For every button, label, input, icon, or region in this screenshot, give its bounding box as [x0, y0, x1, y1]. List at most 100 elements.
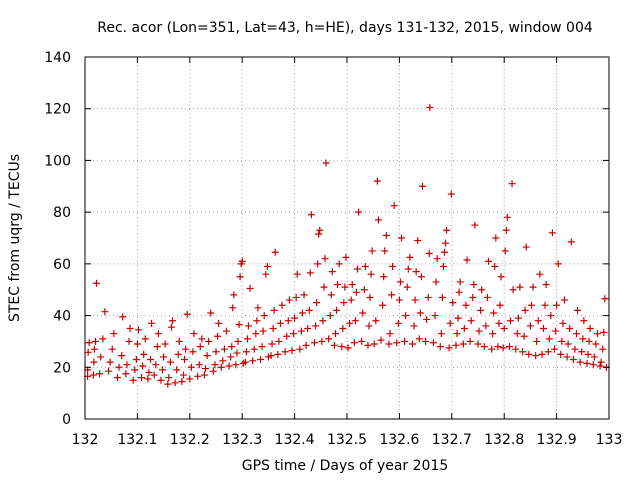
data-point	[548, 229, 556, 237]
data-point	[131, 366, 139, 374]
data-point	[225, 362, 233, 370]
data-point	[557, 350, 565, 358]
data-point	[394, 319, 402, 327]
data-point	[576, 358, 584, 366]
data-point	[335, 260, 343, 268]
data-point	[166, 358, 174, 366]
data-point	[243, 335, 251, 343]
data-point	[258, 343, 266, 351]
data-point	[330, 341, 338, 349]
data-point	[326, 312, 334, 320]
y-tick-label: 80	[53, 205, 71, 221]
data-point	[469, 293, 477, 301]
y-tick-label: 120	[44, 102, 71, 118]
data-point	[382, 231, 390, 239]
data-point	[360, 286, 368, 294]
data-point	[516, 283, 524, 291]
data-point	[497, 273, 505, 281]
data-point	[182, 345, 190, 353]
data-point	[260, 312, 268, 320]
data-point	[328, 268, 336, 276]
data-point	[437, 330, 445, 338]
data-point	[454, 314, 462, 322]
data-point	[85, 339, 93, 347]
data-point	[291, 314, 299, 322]
data-point	[466, 337, 474, 345]
data-point	[567, 238, 575, 246]
x-tick-label: 132	[72, 432, 99, 448]
data-point	[152, 361, 160, 369]
data-point	[355, 208, 363, 216]
data-point	[257, 356, 265, 364]
data-point	[165, 374, 173, 382]
data-point	[496, 301, 504, 309]
data-point	[436, 343, 444, 351]
data-point	[234, 337, 242, 345]
data-point	[263, 262, 271, 270]
chart-title: Rec. acor (Lon=351, Lat=43, h=HE), days …	[97, 20, 593, 36]
data-point	[319, 317, 327, 325]
data-point	[390, 202, 398, 210]
data-point	[227, 353, 235, 361]
data-point	[271, 248, 279, 256]
data-point	[292, 293, 300, 301]
data-point	[471, 221, 479, 229]
data-point	[359, 309, 367, 317]
data-point	[148, 319, 156, 327]
data-point	[364, 341, 372, 349]
data-point	[236, 273, 244, 281]
data-point	[108, 345, 116, 353]
data-point	[164, 380, 172, 388]
data-point	[217, 363, 225, 371]
data-point	[580, 317, 588, 325]
data-point	[219, 357, 227, 365]
data-point	[381, 247, 389, 255]
data-point	[132, 356, 140, 364]
data-point	[316, 226, 324, 234]
data-point	[195, 361, 203, 369]
data-point	[500, 325, 508, 332]
data-point	[415, 335, 423, 343]
data-point	[538, 350, 546, 358]
data-point	[442, 239, 450, 247]
data-point	[105, 367, 113, 375]
data-point	[196, 343, 204, 351]
data-point	[425, 250, 433, 258]
data-point	[311, 339, 319, 347]
data-point	[520, 332, 528, 340]
x-axis-ticks: 132 132.1 132.2 132.3 132.4 132.5 132.6 132.7 13…	[72, 57, 622, 448]
data-point	[494, 343, 502, 351]
data-point	[348, 281, 356, 289]
data-point	[385, 340, 393, 348]
data-point	[246, 284, 254, 292]
data-point	[416, 309, 424, 317]
data-point	[134, 326, 142, 334]
data-point	[133, 340, 141, 348]
data-point	[228, 343, 236, 351]
data-point	[144, 375, 152, 383]
data-point	[559, 319, 567, 327]
data-point	[285, 296, 293, 304]
data-point	[447, 190, 455, 198]
data-point	[578, 348, 586, 356]
data-point	[373, 177, 381, 185]
data-point	[314, 260, 322, 268]
y-tick-label: 140	[44, 50, 71, 66]
data-point	[596, 362, 604, 370]
data-point	[238, 257, 246, 265]
data-point	[540, 325, 547, 332]
data-point	[90, 345, 98, 353]
data-point	[388, 291, 396, 299]
data-point	[489, 330, 497, 338]
data-point	[235, 321, 243, 329]
data-point	[269, 325, 277, 332]
data-point	[462, 301, 470, 309]
data-point	[552, 327, 560, 335]
data-point	[252, 330, 260, 338]
data-point	[545, 335, 553, 343]
data-point	[215, 319, 223, 327]
data-point	[157, 376, 165, 384]
data-point	[129, 376, 137, 384]
data-point	[244, 322, 252, 330]
